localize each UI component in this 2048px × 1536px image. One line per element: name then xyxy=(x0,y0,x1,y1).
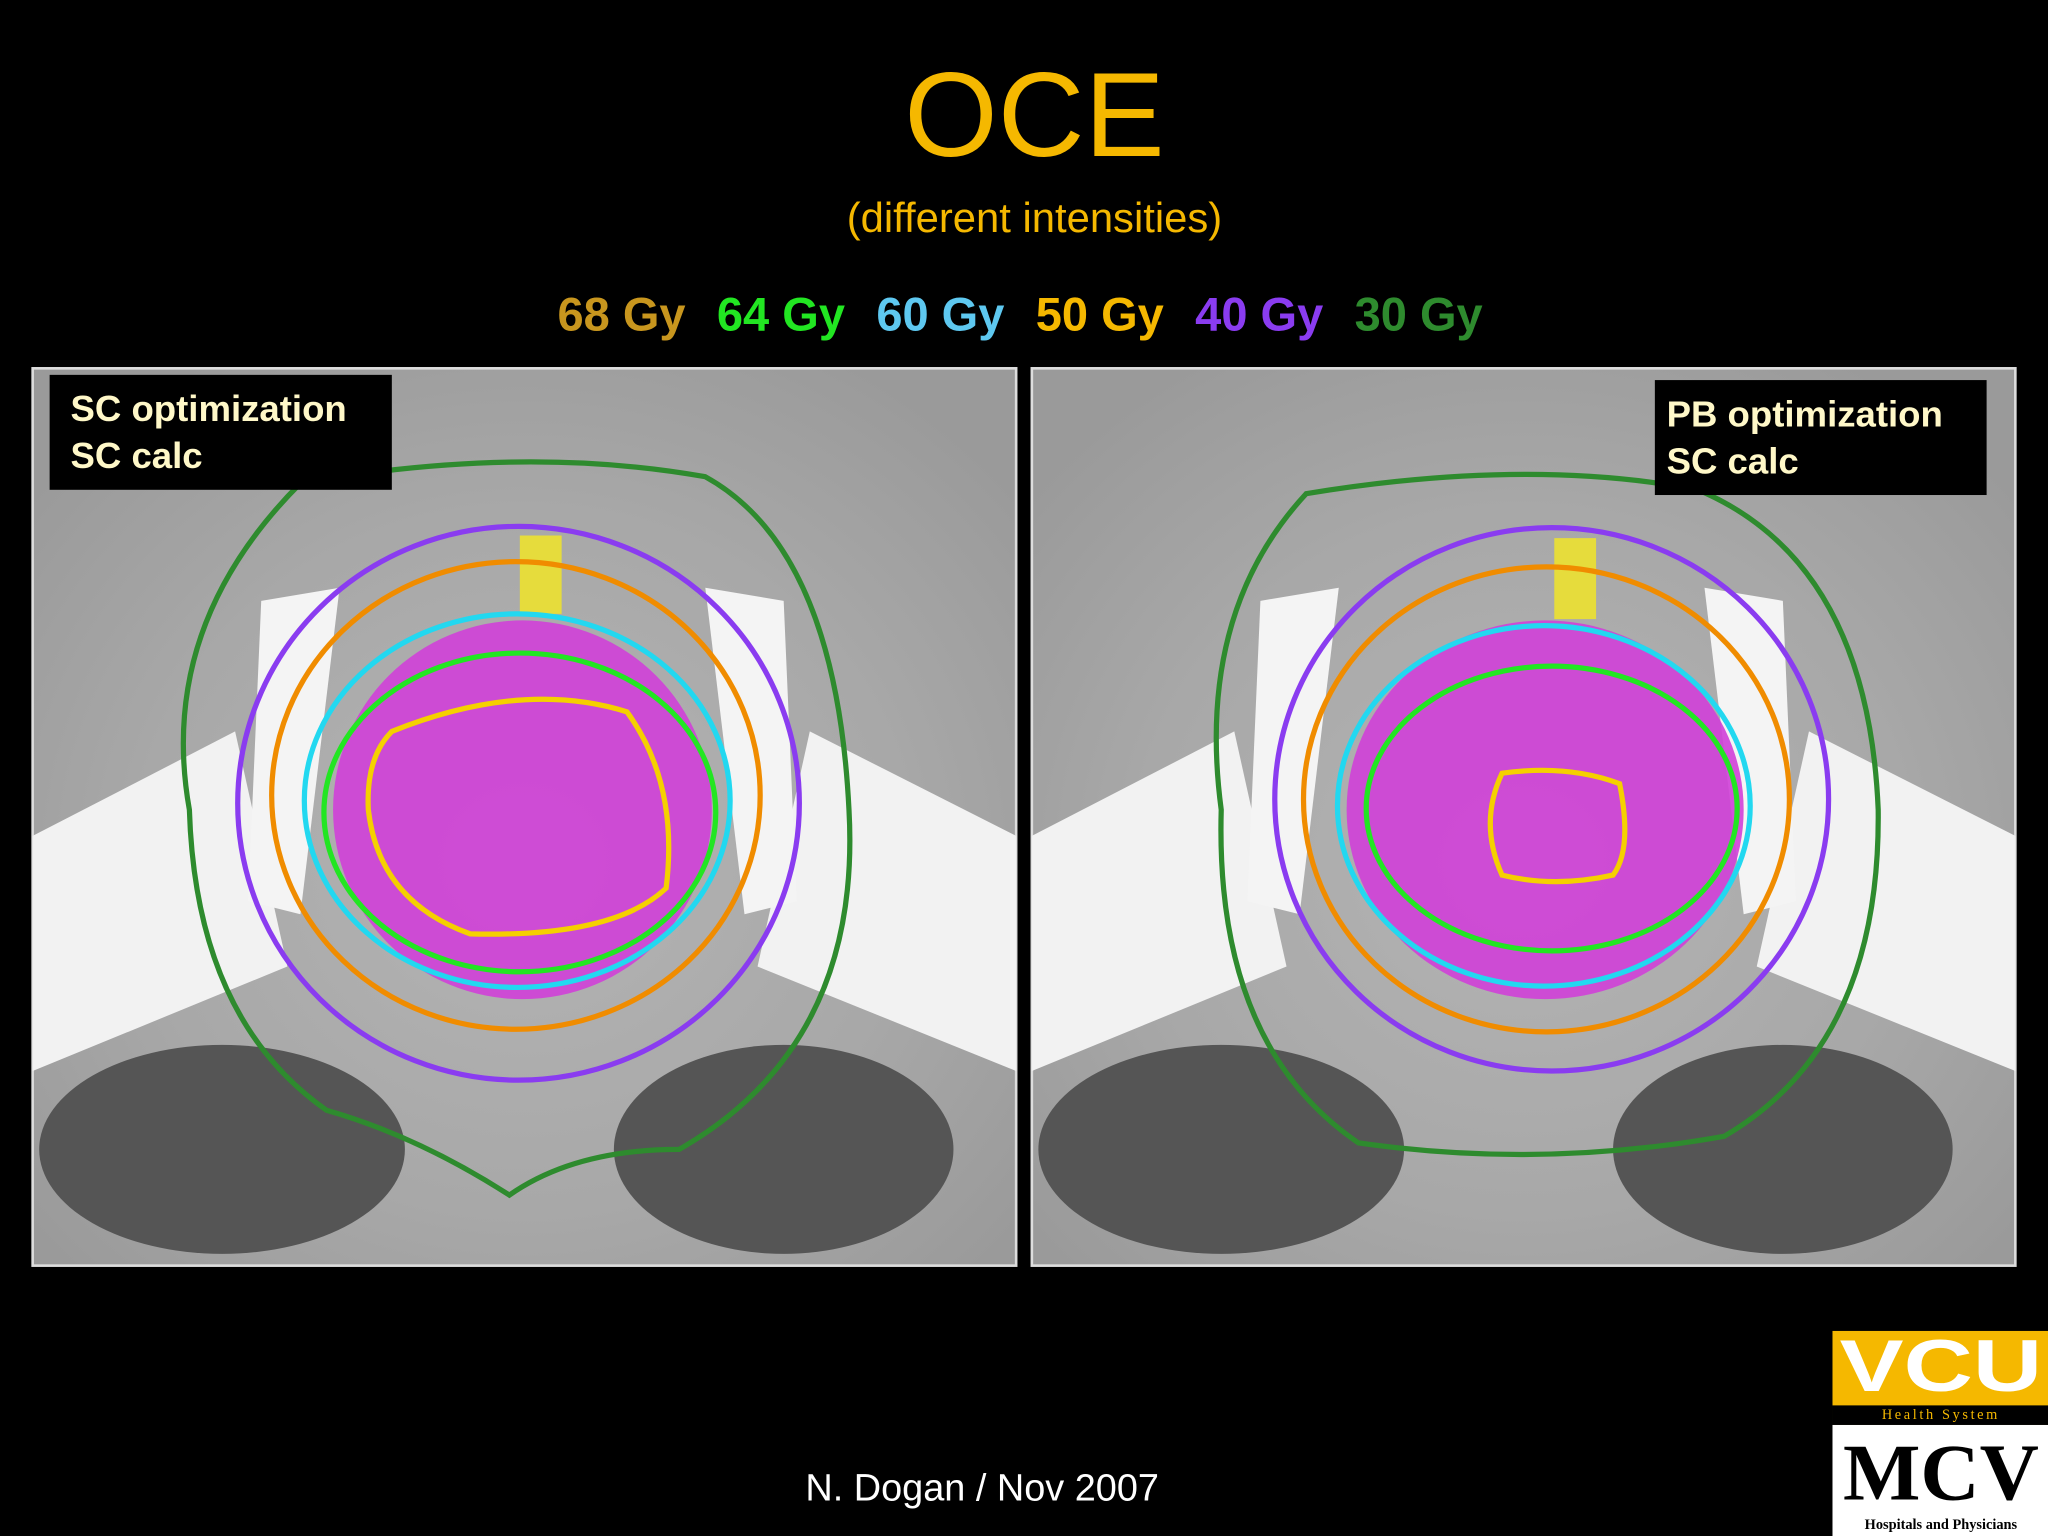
legend-entry: 68 Gy xyxy=(557,288,685,341)
legend-entry: 60 Gy xyxy=(876,288,1004,341)
slide-title: OCE xyxy=(904,48,1164,182)
legend-entry: 50 Gy xyxy=(1036,288,1164,341)
slide-subtitle: (different intensities) xyxy=(847,194,1222,241)
legend-entry: 64 Gy xyxy=(717,288,845,341)
panel-label: SC optimization xyxy=(71,388,347,429)
logo xyxy=(1832,1330,2048,1536)
legend-entry: 30 Gy xyxy=(1355,288,1483,341)
logo-caption: Hospitals and Physicians xyxy=(1865,1517,2018,1533)
panel-label: SC calc xyxy=(1667,440,1799,481)
panel-label: PB optimization xyxy=(1667,393,1943,434)
ct-panel-left xyxy=(31,367,1018,1267)
logo-band: Health System xyxy=(1882,1407,2000,1423)
legend-entry: 40 Gy xyxy=(1195,288,1323,341)
dose-legend: 68 Gy 64 Gy 60 Gy 50 Gy 40 Gy 30 Gy xyxy=(557,288,1482,341)
panel-label: SC calc xyxy=(71,435,203,476)
ct-panel-right xyxy=(1030,367,2017,1267)
logo-top: VCU xyxy=(1840,1326,2042,1407)
footer: N. Dogan / Nov 2007 xyxy=(805,1467,1159,1509)
logo-bottom: MCV xyxy=(1843,1428,2039,1518)
